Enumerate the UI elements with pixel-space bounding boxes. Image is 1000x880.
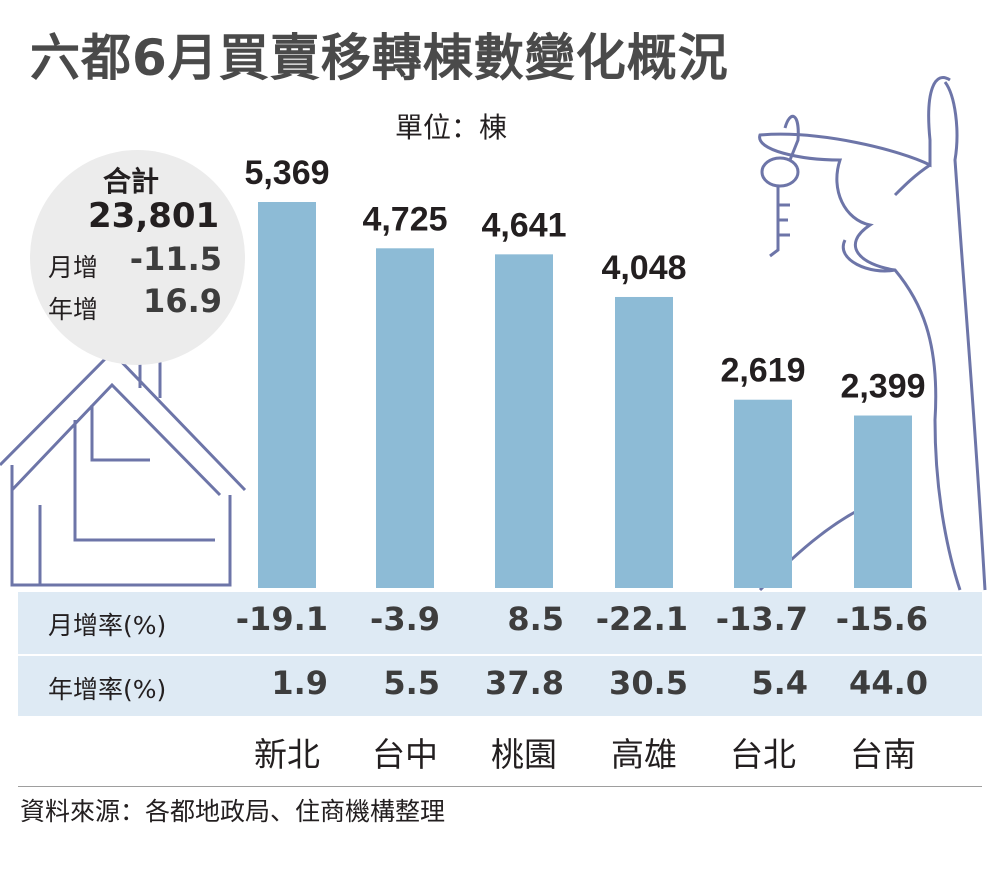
yearly-rate-cell: 1.9 — [271, 664, 328, 702]
unit-label: 單位：棟 — [395, 111, 508, 144]
bar-新北 — [258, 202, 316, 588]
bar-value-label: 2,619 — [720, 352, 805, 390]
city-label: 台南 — [850, 735, 916, 774]
yearly-rate-cell: 37.8 — [485, 664, 564, 702]
house-outline-icon — [0, 330, 247, 587]
row-label-monthly: 月增率(%) — [48, 611, 167, 640]
summary-label: 合計 — [103, 165, 160, 198]
bar-台中 — [376, 248, 434, 588]
bar-value-label: 4,048 — [601, 249, 686, 287]
yearly-rate-cell: 44.0 — [849, 664, 928, 702]
summary-yearly-label: 年增 — [48, 295, 99, 324]
row-label-yearly: 年增率(%) — [48, 675, 167, 704]
table-divider — [18, 654, 982, 656]
summary-yearly-value: 16.9 — [143, 282, 222, 320]
monthly-rate-cell: -13.7 — [715, 600, 808, 638]
monthly-rate-cell: 8.5 — [507, 600, 564, 638]
bar-台北 — [734, 399, 792, 588]
monthly-rate-cell: -22.1 — [595, 600, 688, 638]
page-title: 六都6月買賣移轉棟數變化概況 — [30, 29, 729, 87]
yearly-rate-cell: 30.5 — [609, 664, 688, 702]
bar-value-label: 4,725 — [362, 200, 447, 238]
summary-total: 23,801 — [88, 196, 220, 236]
summary-monthly-label: 月增 — [48, 253, 99, 282]
city-label: 桃園 — [491, 735, 557, 774]
bar-value-label: 2,399 — [840, 368, 925, 406]
bar-value-label: 4,641 — [481, 206, 566, 244]
monthly-rate-cell: -19.1 — [235, 600, 328, 638]
summary-circle — [30, 150, 245, 365]
summary-monthly-value: -11.5 — [129, 240, 222, 278]
monthly-rate-cell: -3.9 — [370, 600, 440, 638]
bar-台南 — [854, 415, 912, 588]
city-label: 台中 — [372, 735, 438, 774]
bar-value-label: 5,369 — [244, 154, 329, 192]
monthly-rate-cell: -15.6 — [835, 600, 928, 638]
city-label: 台北 — [730, 735, 796, 774]
city-label: 高雄 — [611, 735, 677, 774]
yearly-rate-cell: 5.4 — [751, 664, 808, 702]
bar-桃園 — [495, 254, 553, 588]
yearly-rate-cell: 5.5 — [383, 664, 440, 702]
source-note: 資料來源：各都地政局、住商機構整理 — [20, 797, 446, 826]
city-label: 新北 — [254, 735, 320, 774]
bar-高雄 — [615, 296, 673, 588]
footer-divider — [18, 786, 982, 787]
